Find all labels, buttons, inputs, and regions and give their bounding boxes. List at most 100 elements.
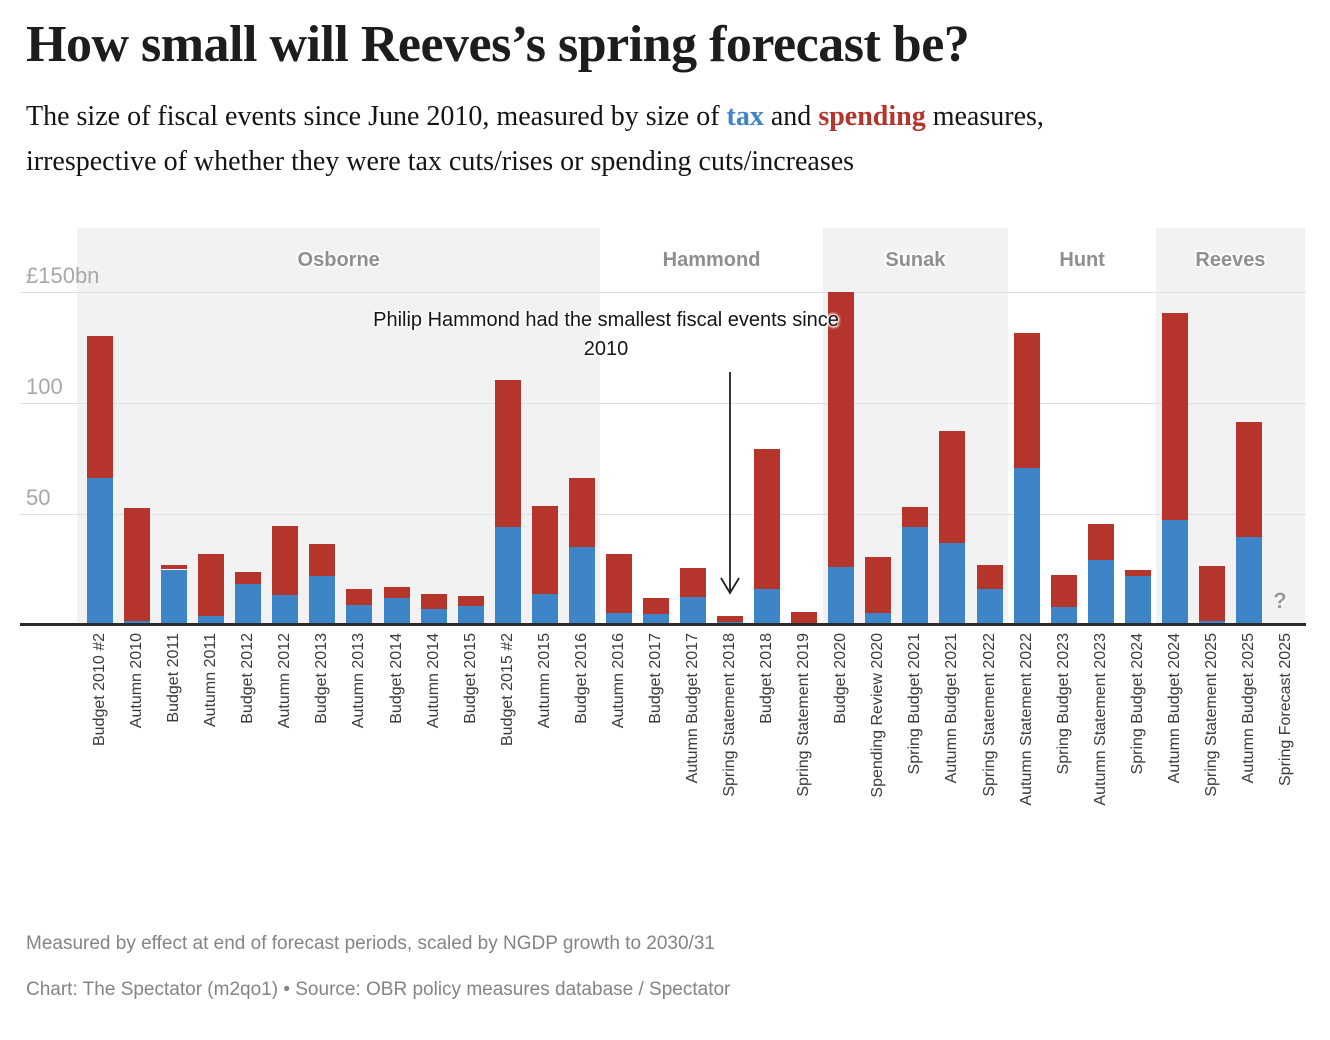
chancellor-band-label: Sunak — [885, 249, 946, 271]
gridline — [20, 514, 1306, 515]
bar-tax-segment — [902, 527, 929, 625]
subtitle-text-between: and — [763, 101, 819, 132]
bar-spending-segment — [902, 507, 929, 528]
x-axis-label: Autumn 2012 — [276, 633, 294, 729]
bar-spending-segment — [531, 506, 558, 594]
y-axis-tick-label: 50 — [26, 485, 51, 510]
gridline — [20, 403, 1306, 404]
bar-tax-segment — [1087, 559, 1114, 625]
bar-tax-segment — [605, 612, 632, 625]
chancellor-band-label: Osborne — [297, 249, 380, 271]
bar-tax-segment — [1161, 519, 1188, 625]
bar-spending-segment — [383, 587, 410, 599]
bar-spending-segment — [1198, 566, 1225, 621]
bar-tax-segment — [124, 620, 151, 625]
bar-spending-segment — [754, 448, 781, 590]
subtitle-text-post: measures, — [925, 101, 1044, 132]
x-axis-label: Spring Budget 2024 — [1128, 633, 1146, 775]
annotation-line1: Philip Hammond had the smallest fiscal e… — [373, 309, 839, 331]
bar-spending-segment — [494, 379, 521, 528]
x-axis-label: Autumn Budget 2025 — [1239, 633, 1257, 784]
x-axis-label: Budget 2015 — [461, 633, 479, 724]
bar-spending-segment — [198, 553, 225, 617]
bar-tax-segment — [754, 589, 781, 625]
bar-tax-segment — [1013, 468, 1040, 625]
bar-tax-segment — [346, 605, 373, 625]
x-axis-line — [20, 623, 1306, 626]
x-axis-label: Autumn 2010 — [128, 633, 146, 729]
x-axis-label: Budget 2016 — [572, 633, 590, 724]
chart-subtitle: The size of fiscal events since June 201… — [26, 94, 1312, 184]
x-axis-label: Autumn 2015 — [535, 633, 553, 729]
y-axis-tick-label: £150bn — [26, 263, 100, 288]
bar-tax-segment — [235, 583, 262, 625]
bar-spending-segment — [1124, 569, 1151, 577]
bar-spending-segment — [865, 557, 892, 613]
chart-note: Measured by effect at end of forecast pe… — [26, 933, 715, 954]
bar-tax-segment — [680, 597, 706, 625]
x-axis-label: Spring Budget 2023 — [1054, 633, 1072, 775]
chancellor-band-label: Reeves — [1195, 249, 1266, 271]
x-axis-label: Spending Review 2020 — [869, 633, 887, 798]
subtitle-text-pre: The size of fiscal events since June 201… — [26, 101, 727, 132]
x-axis-label: Spring Statement 2022 — [980, 633, 998, 797]
no-data-question-mark: ? — [1273, 588, 1287, 613]
gridline — [20, 292, 1306, 293]
bar-tax-segment — [1235, 537, 1262, 625]
x-axis-label: Budget 2013 — [313, 633, 331, 724]
subtitle-tax-word: tax — [726, 101, 764, 132]
x-axis-label: Autumn Budget 2024 — [1165, 633, 1183, 784]
bar-tax-segment — [1050, 607, 1077, 625]
chancellor-band-label: Hammond — [662, 249, 761, 271]
x-axis-label: Spring Budget 2021 — [906, 633, 924, 775]
bar-tax-segment — [161, 569, 188, 625]
bar-tax-segment — [531, 593, 558, 625]
bar-tax-segment — [828, 567, 855, 625]
x-axis-label: Autumn 2011 — [202, 633, 220, 727]
x-axis-label: Autumn 2013 — [350, 633, 368, 729]
subtitle-text-line2: irrespective of whether they were tax cu… — [26, 146, 855, 177]
x-axis-label: Spring Statement 2019 — [795, 633, 813, 797]
x-axis-label: Budget 2010 #2 — [91, 633, 108, 746]
bar-tax-segment — [1124, 576, 1151, 625]
bar-spending-segment — [1087, 523, 1114, 560]
bar-spending-segment — [568, 478, 595, 548]
bar-tax-segment — [272, 595, 299, 625]
bar-spending-segment — [1235, 421, 1262, 538]
bar-spending-segment — [680, 568, 706, 598]
bar-tax-segment — [87, 478, 113, 625]
chart-annotation: Philip Hammond had the smallest fiscal e… — [318, 306, 894, 364]
bar-spending-segment — [976, 565, 1003, 590]
bar-spending-segment — [161, 565, 188, 570]
x-axis-label: Autumn Budget 2021 — [943, 633, 961, 784]
subtitle-spending-word: spending — [818, 101, 926, 132]
bar-tax-segment — [568, 547, 595, 625]
bar-spending-segment — [420, 593, 447, 610]
x-axis-label: Budget 2014 — [387, 633, 405, 724]
x-axis-label: Autumn 2016 — [609, 633, 627, 729]
bar-spending-segment — [87, 336, 113, 479]
x-axis-label: Autumn Statement 2023 — [1091, 633, 1109, 806]
bar-spending-segment — [235, 571, 262, 584]
bar-tax-segment — [457, 606, 484, 625]
x-axis-label: Autumn Statement 2022 — [1017, 633, 1035, 806]
annotation-arrow-icon — [720, 372, 740, 595]
x-axis-label: Spring Statement 2025 — [1202, 633, 1220, 797]
bar-spending-segment — [939, 430, 966, 543]
page-title: How small will Reeves’s spring forecast … — [26, 16, 970, 73]
bar-spending-segment — [272, 526, 299, 596]
bar-spending-segment — [1013, 333, 1040, 469]
x-axis-label: Autumn 2014 — [424, 633, 442, 729]
x-axis-label: Spring Statement 2018 — [721, 633, 739, 797]
bar-spending-segment — [1161, 313, 1188, 520]
bar-tax-segment — [939, 542, 966, 625]
bar-tax-segment — [420, 609, 447, 625]
bar-tax-segment — [198, 616, 225, 625]
bar-spending-segment — [717, 616, 744, 622]
chancellor-band — [77, 228, 601, 625]
bar-tax-segment — [494, 527, 521, 625]
bar-spending-segment — [791, 611, 818, 623]
x-axis-label: Budget 2015 #2 — [498, 633, 516, 746]
